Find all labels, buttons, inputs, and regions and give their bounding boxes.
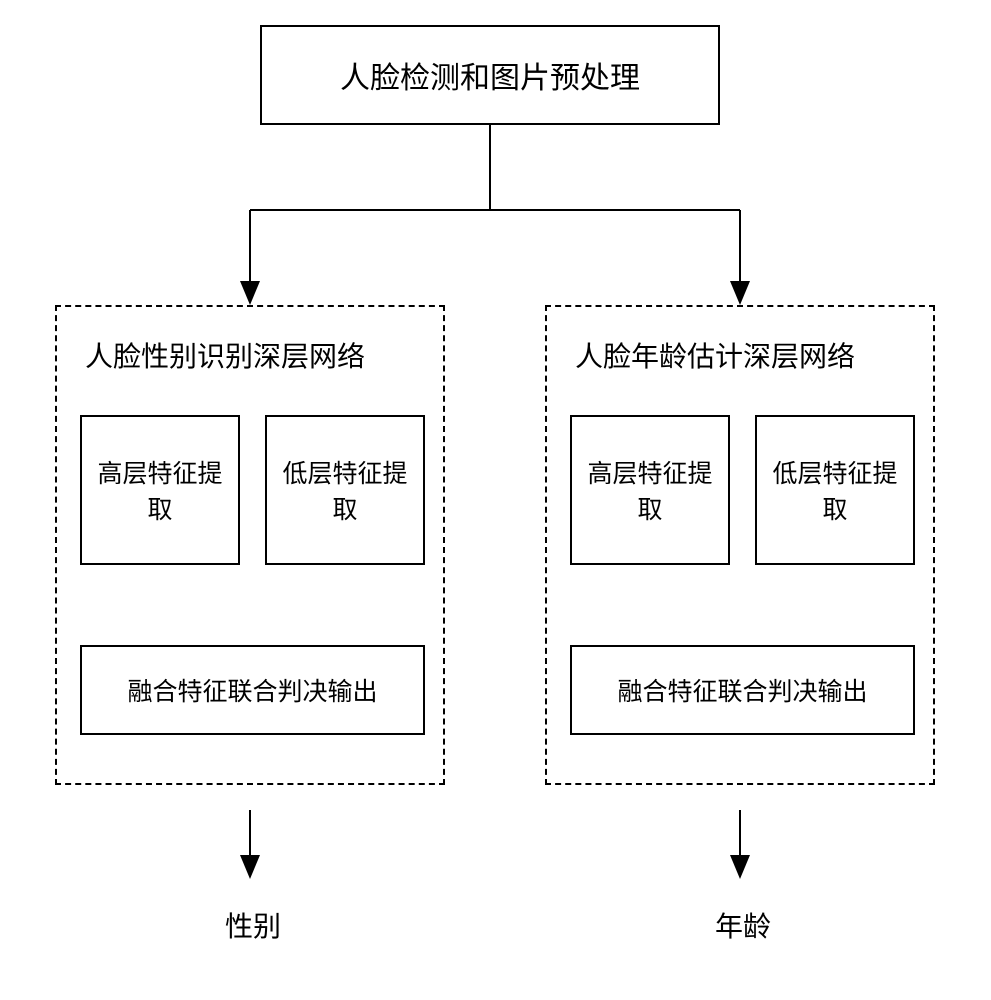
left-network-title: 人脸性别识别深层网络 (85, 335, 365, 375)
left-high-feature-box: 高层特征提取 (80, 415, 240, 565)
left-high-feature-label: 高层特征提取 (97, 454, 222, 526)
right-high-feature-box: 高层特征提取 (570, 415, 730, 565)
right-high-feature-label: 高层特征提取 (587, 454, 712, 526)
right-low-feature-label: 低层特征提取 (772, 454, 897, 526)
left-fusion-label: 融合特征联合判决输出 (127, 672, 377, 708)
left-fusion-box: 融合特征联合判决输出 (80, 645, 425, 735)
left-low-feature-label: 低层特征提取 (282, 454, 407, 526)
left-low-feature-box: 低层特征提取 (265, 415, 425, 565)
right-network-title: 人脸年龄估计深层网络 (575, 335, 855, 375)
right-output-age: 年龄 (715, 905, 771, 945)
top-box-label: 人脸检测和图片预处理 (340, 53, 640, 97)
left-output-gender: 性别 (225, 905, 281, 945)
right-fusion-label: 融合特征联合判决输出 (617, 672, 867, 708)
right-fusion-box: 融合特征联合判决输出 (570, 645, 915, 735)
flowchart-diagram: 人脸检测和图片预处理 人脸性别识别深层网络 高层特征提取 低层特征提取 融合特征… (0, 0, 991, 1000)
top-box-face-detection: 人脸检测和图片预处理 (260, 25, 720, 125)
right-low-feature-box: 低层特征提取 (755, 415, 915, 565)
